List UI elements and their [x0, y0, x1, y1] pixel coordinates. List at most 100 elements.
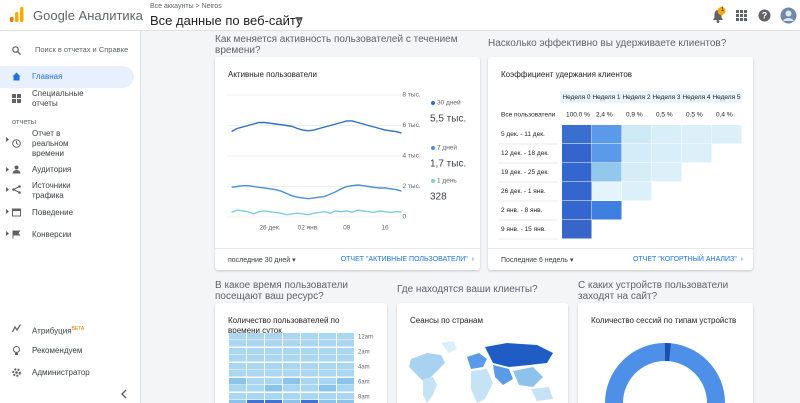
nav-audience[interactable]: Аудитория	[32, 165, 72, 174]
heat-cell	[229, 400, 246, 403]
hour-label: 12am	[358, 335, 373, 341]
heat-cell	[283, 363, 300, 370]
x-tick-label: 09	[343, 225, 351, 232]
cohort-table: Неделя 0 Неделя 1 Неделя 2 Неделя 3 Неделя 4…	[498, 91, 742, 240]
heat-cell	[283, 355, 300, 362]
section-title: Насколько эффективно вы удерживаете клие…	[488, 38, 727, 49]
nav-recommended[interactable]: Рекомендуем	[32, 346, 83, 355]
all-users-value: 100,0 %	[566, 112, 590, 119]
date-range[interactable]: последние 30 дней ▾	[228, 257, 296, 264]
nav-admin[interactable]: Администратор	[32, 368, 90, 377]
heat-cell	[229, 385, 246, 392]
y-tick-label: 8 тыс.	[403, 92, 421, 99]
cohort-label: 19 дек. - 25 дек.	[501, 169, 549, 176]
legend-label: 1 день	[437, 178, 457, 185]
column-header: Неделя 0	[562, 94, 590, 101]
heat-cell	[283, 393, 300, 400]
cohort-cell	[682, 125, 712, 144]
heat-cell	[229, 333, 246, 340]
audience-icon	[12, 165, 21, 174]
y-tick-label: 2 тыс.	[403, 183, 421, 190]
heat-cell	[337, 393, 354, 400]
cohort-cell	[592, 201, 622, 220]
heat-cell	[301, 370, 318, 377]
nav-realtime[interactable]: Отчет в реальном времени	[32, 129, 69, 158]
cohort-label: 9 янв. - 15 янв.	[501, 226, 546, 233]
cohort-cell	[592, 163, 622, 182]
heat-cell	[247, 348, 264, 355]
hour-label: 6am	[358, 380, 370, 386]
heat-cell	[337, 400, 354, 403]
cohort-cell	[592, 144, 622, 163]
conversions-icon	[12, 230, 21, 239]
help-icon[interactable]: ?	[758, 9, 771, 22]
heat-cell	[301, 363, 318, 370]
all-users-value: 2,4 %	[596, 112, 613, 119]
report-link[interactable]: ОТЧЕТ "АКТИВНЫЕ ПОЛЬЗОВАТЕЛИ" ›	[340, 256, 474, 263]
nav-attribution[interactable]: АтрибуцияBETA	[32, 324, 84, 337]
heat-cell	[301, 400, 318, 403]
legend-value: 328	[430, 192, 447, 203]
hour-label: 4am	[358, 365, 370, 371]
section-title: С каких устройств пользователи заходят н…	[578, 280, 729, 302]
heat-cell	[265, 400, 282, 403]
heat-cell	[319, 385, 336, 392]
heat-cell	[265, 340, 282, 347]
heat-cell	[301, 333, 318, 340]
column-header: Неделя 5	[712, 94, 740, 101]
heat-cell	[247, 340, 264, 347]
heat-cell	[247, 363, 264, 370]
date-range[interactable]: Последние 6 недель ▾	[501, 257, 574, 264]
nav-acquisition[interactable]: Источники трафика	[32, 181, 71, 200]
heat-cell	[247, 355, 264, 362]
series-line	[231, 209, 402, 216]
nav-home[interactable]: Главная	[32, 72, 63, 81]
legend-value: 1,7 тыс.	[430, 159, 466, 170]
heat-cell	[265, 370, 282, 377]
notification-badge: 1	[720, 7, 725, 13]
heat-cell	[319, 378, 336, 385]
heat-cell	[301, 340, 318, 347]
heat-cell	[337, 385, 354, 392]
active-item-bg	[0, 66, 134, 88]
date-range-label: Последние 6 недель	[501, 257, 568, 264]
breadcrumb[interactable]: Все аккаунты > Neiros	[150, 3, 222, 10]
heat-cell	[337, 378, 354, 385]
heat-cell	[337, 340, 354, 347]
heat-cell	[265, 333, 282, 340]
heat-cell	[265, 385, 282, 392]
report-link[interactable]: ОТЧЕТ "КОГОРТНЫЙ АНАЛИЗ" ›	[632, 256, 743, 263]
heat-cell	[319, 393, 336, 400]
avatar[interactable]	[780, 7, 797, 24]
heat-cell	[265, 393, 282, 400]
nav-behavior[interactable]: Поведение	[32, 208, 74, 217]
acquisition-icon	[12, 185, 21, 194]
cohort-cell	[562, 201, 592, 220]
y-tick-label: 6 тыс.	[403, 122, 421, 129]
legend-label: 7 дней	[437, 144, 457, 152]
heat-cell	[283, 385, 300, 392]
y-tick-label: 0	[403, 214, 407, 221]
header: Google Аналитика Все аккаунты > Neiros В…	[0, 0, 800, 31]
notifications[interactable]	[709, 6, 727, 24]
heat-cell	[319, 370, 336, 377]
nav-conversions[interactable]: Конверсии	[32, 230, 72, 239]
date-range-label: последние 30 дней	[228, 257, 291, 264]
heat-cell	[301, 378, 318, 385]
heat-cell	[229, 370, 246, 377]
heat-cell	[283, 333, 300, 340]
logo	[10, 7, 24, 22]
expand-arrows	[6, 137, 9, 236]
nav-custom-reports[interactable]: Специальные отчеты	[32, 89, 84, 108]
card-footer: последние 30 дней ▾ ОТЧЕТ "АКТИВНЫЕ ПОЛЬ…	[215, 248, 480, 270]
heat-cell	[265, 355, 282, 362]
property-selector[interactable]: Все данные по веб-сайту	[150, 13, 303, 28]
heat-cell	[229, 363, 246, 370]
cohort-cell	[622, 182, 652, 201]
cohort-cell	[652, 144, 682, 163]
apps-icon[interactable]	[736, 10, 747, 21]
report-link-label: ОТЧЕТ "КОГОРТНЫЙ АНАЛИЗ"	[632, 256, 737, 263]
search-box[interactable]: Поиск в отчетах и Справке	[35, 45, 129, 54]
collapse-button[interactable]	[120, 389, 128, 399]
